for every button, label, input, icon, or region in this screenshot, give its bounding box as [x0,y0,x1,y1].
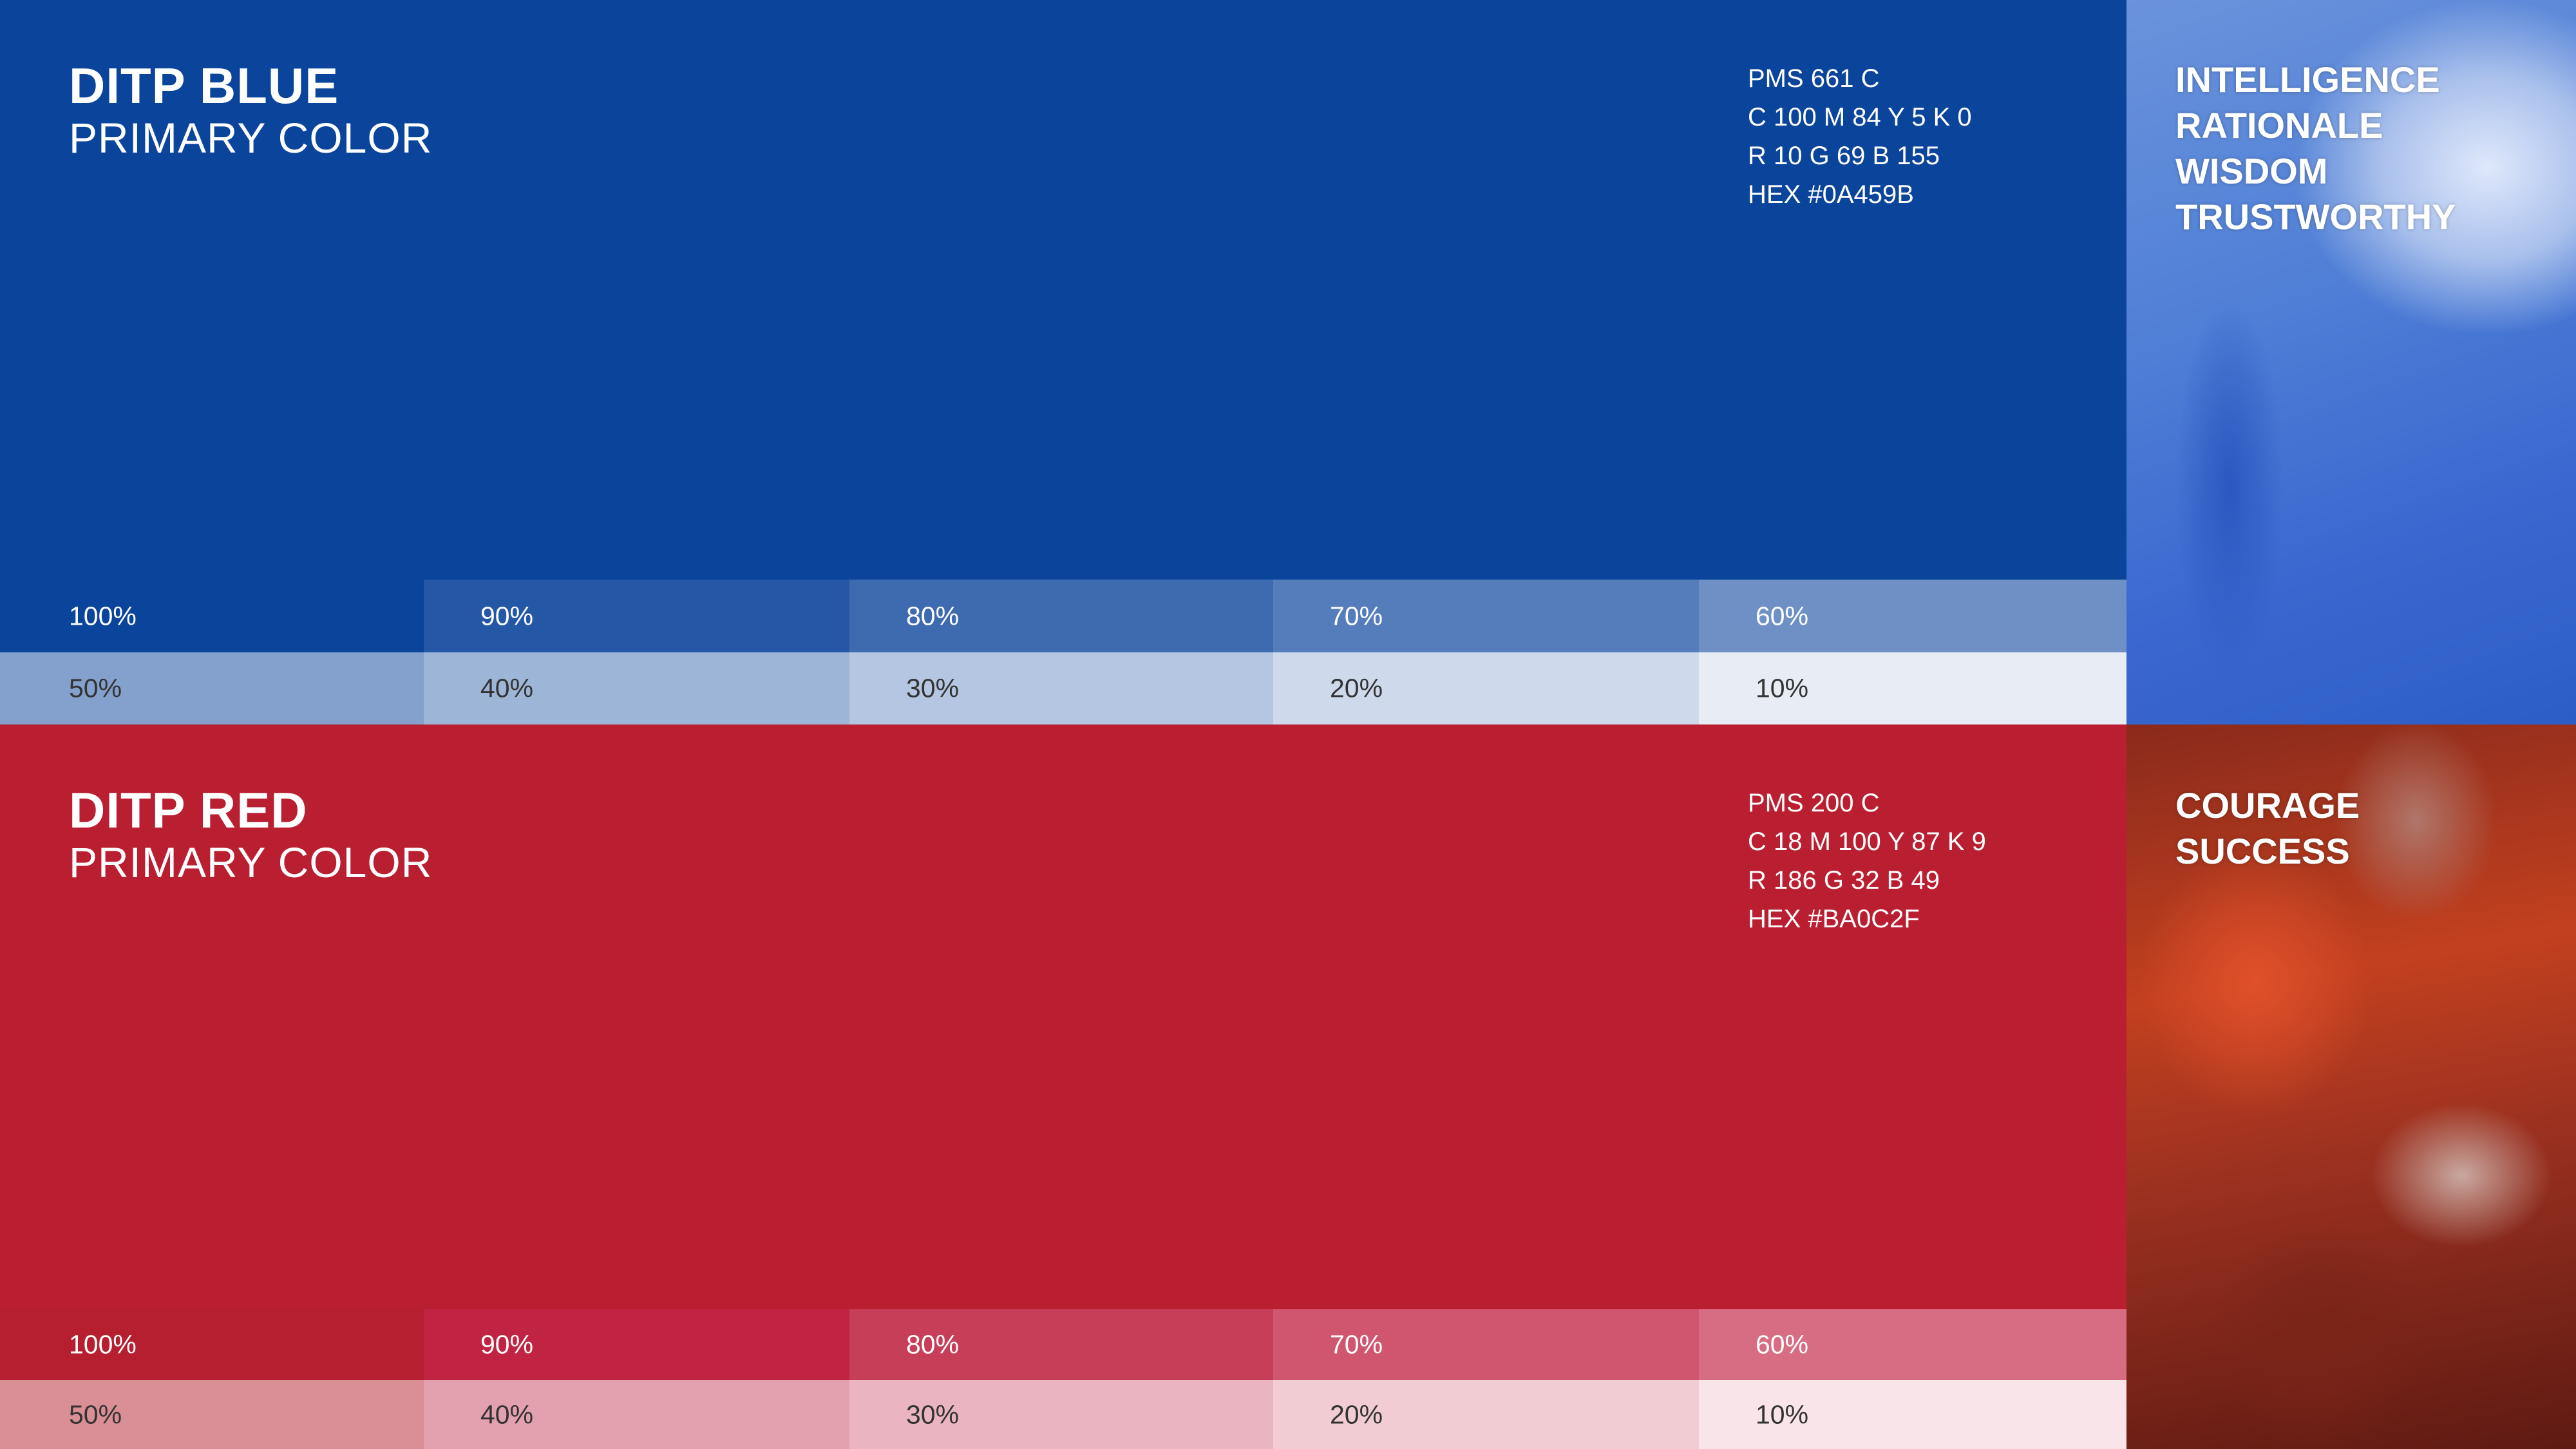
tint-swatch: 30% [849,652,1273,724]
blue-cmyk: C 100 M 84 Y 5 K 0 [1748,103,1972,131]
tint-swatch: 20% [1273,652,1699,724]
tint-swatch: 50% [0,1380,424,1449]
tint-label: 10% [1756,1399,1809,1429]
blue-hex: HEX #0A459B [1748,180,1914,209]
red-color-panel: DITP RED PRIMARY COLOR PMS 200 C C 18 M … [0,724,2126,1449]
tint-swatch: 80% [849,1309,1273,1380]
tint-swatch: 50% [0,652,424,724]
tint-swatch: 100% [0,1309,424,1380]
blue-rgb: R 10 G 69 B 155 [1748,142,1940,170]
red-rgb: R 186 G 32 B 49 [1748,866,1940,895]
tint-label: 40% [480,673,534,703]
tint-swatch: 30% [849,1380,1273,1449]
blue-subtitle: PRIMARY COLOR [69,114,433,162]
tint-label: 60% [1756,1329,1809,1359]
red-cmyk: C 18 M 100 Y 87 K 9 [1748,828,1986,856]
tint-label: 70% [1330,601,1383,630]
tint-label: 70% [1330,1329,1383,1359]
tint-swatch: 70% [1273,1309,1699,1380]
blue-spec: PMS 661 C C 100 M 84 Y 5 K 0 R 10 G 69 B… [1748,59,1972,214]
tint-swatch: 20% [1273,1380,1699,1449]
tint-label: 40% [480,1399,534,1429]
tint-swatch: 40% [424,652,849,724]
tint-label: 20% [1330,1399,1383,1429]
tint-swatch: 90% [424,580,849,652]
keyword: WISDOM [2175,151,2328,191]
tint-swatch: 80% [849,580,1273,652]
keyword: SUCCESS [2175,831,2350,871]
keyword: TRUSTWORTHY [2175,196,2456,237]
tint-label: 80% [906,601,960,630]
tint-swatch: 10% [1699,652,2126,724]
red-hex: HEX #BA0C2F [1748,905,1920,933]
tint-label: 20% [1330,673,1383,703]
red-keywords: COURAGE SUCCESS [2175,782,2360,874]
tint-swatch: 100% [0,580,424,652]
tint-label: 80% [906,1329,960,1359]
tint-label: 100% [69,601,137,630]
tint-label: 50% [69,673,122,703]
tint-label: 30% [906,1399,960,1429]
tint-label: 60% [1756,601,1809,630]
keyword: RATIONALE [2175,105,2383,146]
tint-swatch: 40% [424,1380,849,1449]
tint-swatch: 70% [1273,580,1699,652]
tint-label: 30% [906,673,960,703]
tint-swatch: 90% [424,1309,849,1380]
blue-keywords: INTELLIGENCE RATIONALE WISDOM TRUSTWORTH… [2175,57,2456,240]
blue-color-panel: DITP BLUE PRIMARY COLOR PMS 661 C C 100 … [0,0,2126,724]
red-title: DITP RED [69,782,308,838]
keyword: INTELLIGENCE [2175,59,2440,100]
red-rock-image: COURAGE SUCCESS [2126,724,2576,1449]
tint-swatch: 60% [1699,1309,2126,1380]
blue-flower-image: INTELLIGENCE RATIONALE WISDOM TRUSTWORTH… [2126,0,2576,724]
red-spec: PMS 200 C C 18 M 100 Y 87 K 9 R 186 G 32… [1748,784,1986,938]
tint-label: 90% [480,1329,534,1359]
tint-label: 100% [69,1329,137,1359]
tint-swatch: 10% [1699,1380,2126,1449]
tint-label: 50% [69,1399,122,1429]
blue-title: DITP BLUE [69,57,339,114]
tint-label: 90% [480,601,534,630]
keyword: COURAGE [2175,785,2360,826]
red-subtitle: PRIMARY COLOR [69,838,433,886]
red-pms: PMS 200 C [1748,789,1880,817]
tint-label: 10% [1756,673,1809,703]
blue-pms: PMS 661 C [1748,64,1880,93]
tint-swatch: 60% [1699,580,2126,652]
